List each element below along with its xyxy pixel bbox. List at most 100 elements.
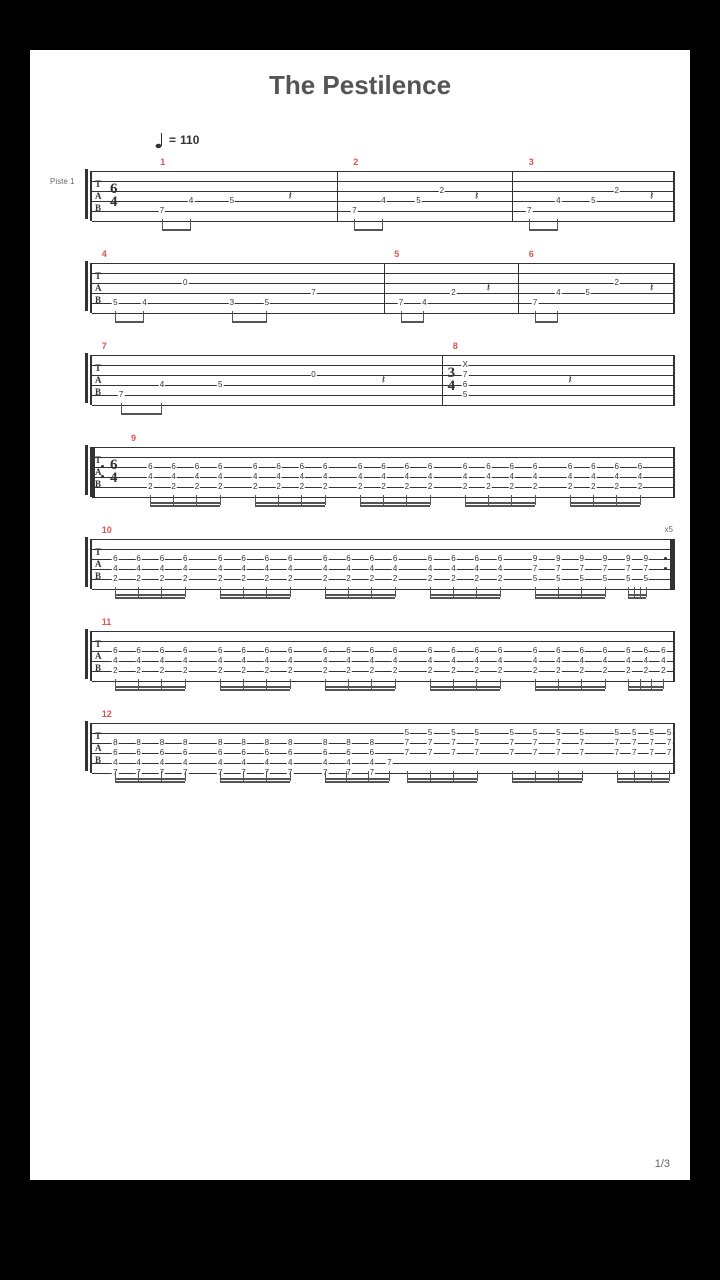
fret-number: 4 <box>643 657 649 665</box>
rest: 𝄽 <box>568 373 572 388</box>
fret-number: 5 <box>584 289 590 297</box>
fret-number: 4 <box>322 473 328 481</box>
fret-number: 4 <box>380 473 386 481</box>
fret-number: 5 <box>555 729 561 737</box>
fret-number: 4 <box>240 565 246 573</box>
fret-number: 4 <box>287 565 293 573</box>
fret-number: 6 <box>643 647 649 655</box>
fret-number: 7 <box>648 739 654 747</box>
fret-number: 4 <box>462 473 468 481</box>
fret-number: 8 <box>182 739 188 747</box>
fret-number: 4 <box>427 565 433 573</box>
fret-number: 2 <box>427 483 433 491</box>
fret-number: 7 <box>532 299 538 307</box>
fret-number: 7 <box>450 749 456 757</box>
tab-clef-letter: T <box>95 639 101 649</box>
fret-number: 4 <box>613 473 619 481</box>
fret-number: 6 <box>474 555 480 563</box>
fret-number: 4 <box>532 473 538 481</box>
tab-clef-letter: A <box>95 283 102 293</box>
fret-number: 6 <box>217 749 223 757</box>
fret-number: 2 <box>602 667 608 675</box>
fret-number: 7 <box>450 739 456 747</box>
fret-number: 6 <box>264 749 270 757</box>
fret-number: 2 <box>135 575 141 583</box>
fret-number: 6 <box>112 647 118 655</box>
fret-number: 4 <box>217 759 223 767</box>
fret-number: 2 <box>462 483 468 491</box>
fret-number: 7 <box>509 749 515 757</box>
fret-number: 2 <box>217 483 223 491</box>
fret-number: 8 <box>287 739 293 747</box>
fret-number: 9 <box>625 555 631 563</box>
fret-number: 6 <box>264 647 270 655</box>
fret-number: 2 <box>345 667 351 675</box>
fret-number: 5 <box>602 575 608 583</box>
fret-number: 6 <box>497 555 503 563</box>
fret-number: 2 <box>182 575 188 583</box>
fret-number: 4 <box>112 657 118 665</box>
fret-number: 6 <box>357 463 363 471</box>
fret-number: 6 <box>369 749 375 757</box>
tab-clef-letter: B <box>95 479 101 489</box>
fret-number: 2 <box>485 483 491 491</box>
fret-number: 6 <box>275 463 281 471</box>
fret-number: 2 <box>147 483 153 491</box>
tab-clef-letter: B <box>95 755 101 765</box>
fret-number: 4 <box>322 759 328 767</box>
fret-number: 7 <box>474 749 480 757</box>
fret-number: 4 <box>112 759 118 767</box>
tempo-equals: = <box>169 133 176 147</box>
systems-container: Piste 1123TAB64745𝄽7452𝄽7452𝄽456TAB54035… <box>45 157 675 773</box>
fret-number: 2 <box>252 483 258 491</box>
fret-number: 4 <box>217 473 223 481</box>
rest: 𝄽 <box>650 189 654 204</box>
tab-clef-letter: T <box>95 731 101 741</box>
fret-number: 8 <box>112 739 118 747</box>
fret-number: 7 <box>555 749 561 757</box>
fret-number: 6 <box>322 463 328 471</box>
tab-clef-letter: A <box>95 191 102 201</box>
fret-number: 7 <box>386 759 392 767</box>
fret-number: 6 <box>660 647 666 655</box>
fret-number: 4 <box>602 657 608 665</box>
system: Piste 1123TAB64745𝄽7452𝄽7452𝄽 <box>45 157 675 221</box>
fret-number: 8 <box>264 739 270 747</box>
fret-number: 7 <box>631 749 637 757</box>
fret-number: 7 <box>625 565 631 573</box>
fret-number: 4 <box>421 299 427 307</box>
measure-number: 7 <box>102 341 107 351</box>
fret-number: 7 <box>404 749 410 757</box>
fret-number: 6 <box>578 647 584 655</box>
fret-number: 2 <box>439 187 445 195</box>
fret-number: 2 <box>660 667 666 675</box>
fret-number: 7 <box>532 749 538 757</box>
fret-number: 4 <box>590 473 596 481</box>
fret-number: 2 <box>275 483 281 491</box>
fret-number: 4 <box>240 759 246 767</box>
tab-clef-letter: T <box>95 179 101 189</box>
fret-number: 4 <box>264 657 270 665</box>
fret-number: 4 <box>194 473 200 481</box>
fret-number: 2 <box>450 575 456 583</box>
fret-number: 5 <box>578 729 584 737</box>
fret-number: 2 <box>567 483 573 491</box>
fret-number: 5 <box>217 381 223 389</box>
fret-number: 4 <box>188 197 194 205</box>
fret-number: 6 <box>450 647 456 655</box>
fret-number: 4 <box>392 565 398 573</box>
fret-number: 6 <box>555 647 561 655</box>
fret-number: 9 <box>643 555 649 563</box>
fret-number: 7 <box>613 739 619 747</box>
fret-number: 4 <box>474 657 480 665</box>
tab-clef-letter: A <box>95 651 102 661</box>
fret-number: 9 <box>532 555 538 563</box>
rest: 𝄽 <box>382 373 386 388</box>
fret-number: 6 <box>240 749 246 757</box>
fret-number: 4 <box>275 473 281 481</box>
measure-number: 4 <box>102 249 107 259</box>
measure-number: 3 <box>529 157 534 167</box>
fret-number: 2 <box>380 483 386 491</box>
measure-number: 10 <box>102 525 112 535</box>
tab-staff: TAB6426426426426426426426426426426426426… <box>90 539 675 589</box>
